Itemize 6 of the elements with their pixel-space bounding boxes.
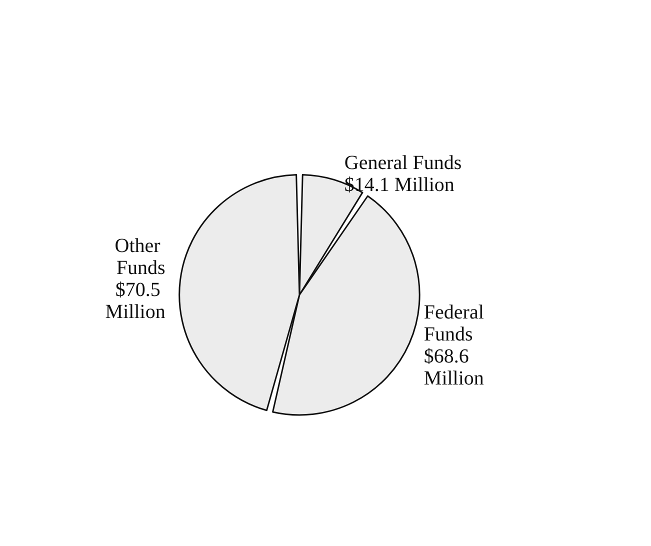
data-label: $14.1 Million [344, 174, 454, 196]
slice-label: Other Funds [114, 235, 166, 280]
data-label: $70.5 Million [105, 279, 166, 324]
data-label: $68.6 Million [424, 346, 484, 390]
slice-label: Federal Funds [424, 302, 489, 346]
slice-label: General Funds [344, 152, 462, 174]
